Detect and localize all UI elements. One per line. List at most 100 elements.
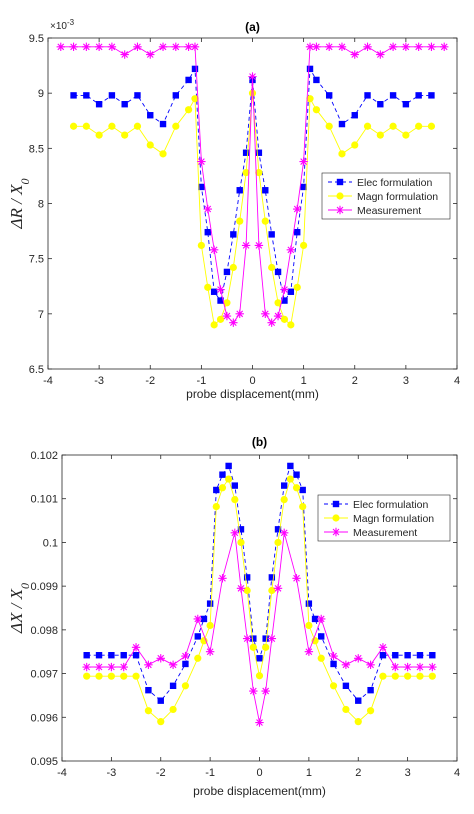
x-tick-label: -3 <box>94 375 104 387</box>
x-axis-label: probe displacement(mm) <box>193 784 326 798</box>
data-point <box>376 50 385 59</box>
data-point <box>242 634 252 643</box>
legend: Elec formulation Magn formulation Measurem… <box>321 172 451 220</box>
data-point <box>286 475 294 483</box>
data-point <box>324 42 334 52</box>
data-point <box>121 131 129 139</box>
data-point <box>216 315 225 323</box>
data-point <box>366 660 375 670</box>
data-point <box>172 122 180 130</box>
data-point <box>366 707 375 715</box>
data-point <box>229 263 237 272</box>
data-point <box>223 268 231 276</box>
data-point <box>255 149 263 156</box>
data-point <box>329 651 338 661</box>
data-point <box>83 652 90 659</box>
data-point <box>82 662 91 672</box>
data-point <box>342 682 350 690</box>
data-point <box>267 634 277 643</box>
data-point <box>204 283 212 291</box>
data-point <box>325 92 333 99</box>
data-point <box>95 131 103 139</box>
data-point <box>241 241 251 250</box>
data-point <box>107 672 115 680</box>
data-point <box>379 672 387 680</box>
data-point <box>415 122 423 130</box>
y-tick-label: 0.102 <box>30 450 58 462</box>
data-point <box>262 643 270 651</box>
data-point <box>168 660 178 670</box>
data-point <box>146 141 154 149</box>
data-point <box>414 42 423 52</box>
data-point <box>330 660 337 668</box>
data-point <box>249 686 258 696</box>
data-point <box>255 169 263 177</box>
data-point <box>262 187 269 194</box>
x-tick-label: -4 <box>43 375 53 387</box>
data-point <box>338 150 346 158</box>
data-point <box>236 187 243 194</box>
data-point <box>197 241 205 250</box>
data-point <box>268 586 276 595</box>
data-point <box>338 120 346 128</box>
chart-a: -4 -3 -2 -1 0 1 2 3 4 6.5 7 7.5 8 8.5 9 9.5 (a) probe dis… <box>7 18 460 402</box>
data-point <box>317 654 325 662</box>
data-point <box>83 92 90 99</box>
y-tick-label: 8.5 <box>29 143 44 155</box>
data-point <box>190 42 200 52</box>
data-point <box>222 311 232 321</box>
data-point <box>388 42 398 52</box>
data-point <box>95 672 103 680</box>
data-point <box>402 101 410 108</box>
data-point <box>416 672 424 680</box>
data-point <box>194 654 202 662</box>
data-point <box>268 263 276 272</box>
data-point <box>350 50 359 59</box>
data-point <box>191 95 199 103</box>
data-point <box>287 288 295 295</box>
data-point <box>428 672 436 680</box>
data-point <box>194 633 201 640</box>
data-point <box>300 183 307 191</box>
data-point <box>250 635 257 642</box>
data-point <box>144 660 153 670</box>
data-point <box>336 178 344 186</box>
data-point <box>363 122 372 130</box>
data-point <box>335 205 345 215</box>
data-point <box>427 122 436 130</box>
data-point <box>337 42 347 52</box>
data-point <box>158 42 168 52</box>
y-tick-label: 0.095 <box>30 756 58 768</box>
data-point <box>293 471 300 478</box>
x-tick-label: 2 <box>355 767 361 779</box>
data-point <box>206 600 214 607</box>
data-point <box>287 462 294 470</box>
data-point <box>255 672 264 680</box>
chart-b: -4 -3 -2 -1 0 1 2 3 4 0.095 0.096 0.097 0.098 0.099 0.… <box>7 435 460 798</box>
data-point <box>156 654 165 663</box>
data-point <box>332 514 340 522</box>
data-point <box>428 92 435 99</box>
data-point <box>255 718 264 727</box>
data-point <box>169 705 177 714</box>
data-point <box>69 122 78 130</box>
data-point <box>159 120 167 128</box>
data-point <box>191 65 199 73</box>
x-tick-label: 0 <box>256 767 262 779</box>
x-tick-label: 4 <box>454 767 460 779</box>
data-point <box>354 654 363 663</box>
data-point <box>206 621 214 630</box>
y-tick-label: 6.5 <box>29 364 44 376</box>
data-point <box>94 42 104 52</box>
data-point <box>157 697 164 704</box>
x-tick-label: -2 <box>145 375 155 387</box>
data-point <box>94 662 104 672</box>
data-point <box>329 682 338 690</box>
data-point <box>377 101 384 108</box>
x-tick-label: -1 <box>196 375 206 387</box>
data-point <box>415 662 425 672</box>
data-point <box>243 574 251 581</box>
chart-title: (a) <box>245 20 260 34</box>
data-point <box>312 42 321 52</box>
data-point <box>293 204 302 214</box>
